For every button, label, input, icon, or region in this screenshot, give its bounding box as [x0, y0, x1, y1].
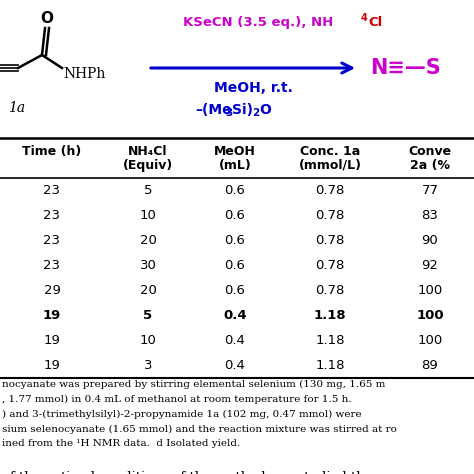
- Text: 83: 83: [421, 209, 438, 222]
- Text: , 1.77 mmol) in 0.4 mL of methanol at room temperature for 1.5 h.: , 1.77 mmol) in 0.4 mL of methanol at ro…: [2, 394, 352, 403]
- Text: NHPh: NHPh: [63, 67, 105, 81]
- Text: 0.4: 0.4: [223, 309, 247, 322]
- Text: 0.6: 0.6: [225, 284, 246, 297]
- Text: 4: 4: [361, 13, 368, 23]
- Text: Conve: Conve: [409, 145, 452, 157]
- Text: 20: 20: [139, 284, 156, 297]
- Text: 3: 3: [144, 359, 152, 372]
- Text: 89: 89: [422, 359, 438, 372]
- Text: 1.18: 1.18: [314, 309, 346, 322]
- Text: 100: 100: [416, 309, 444, 322]
- Text: 30: 30: [139, 259, 156, 272]
- Text: 0.78: 0.78: [315, 284, 345, 297]
- Text: NH₄Cl: NH₄Cl: [128, 145, 168, 157]
- Text: Conc. 1a: Conc. 1a: [300, 145, 360, 157]
- Text: Cl: Cl: [368, 16, 382, 28]
- Text: 19: 19: [44, 359, 61, 372]
- Text: N≡—S: N≡—S: [370, 58, 441, 78]
- Text: 0.78: 0.78: [315, 234, 345, 247]
- Text: O: O: [40, 10, 54, 26]
- Text: 23: 23: [44, 234, 61, 247]
- Text: Time (h): Time (h): [22, 145, 82, 157]
- Text: ) and 3-(trimethylsilyl)-2-propynamide 1a (102 mg, 0.47 mmol) were: ) and 3-(trimethylsilyl)-2-propynamide 1…: [2, 410, 362, 419]
- Text: 23: 23: [44, 184, 61, 197]
- Text: 29: 29: [44, 284, 61, 297]
- Text: 20: 20: [139, 234, 156, 247]
- Text: KSeCN (3.5 eq.), NH: KSeCN (3.5 eq.), NH: [183, 16, 333, 28]
- Text: 0.78: 0.78: [315, 259, 345, 272]
- Text: 2: 2: [252, 108, 259, 118]
- Text: 1.18: 1.18: [315, 334, 345, 347]
- Text: 100: 100: [418, 284, 443, 297]
- Text: sium selenocyanate (1.65 mmol) and the reaction mixture was stirred at ro: sium selenocyanate (1.65 mmol) and the r…: [2, 424, 397, 434]
- Text: 0.78: 0.78: [315, 209, 345, 222]
- Text: Si): Si): [232, 103, 253, 117]
- Text: 1a: 1a: [8, 101, 25, 115]
- Text: 100: 100: [418, 334, 443, 347]
- Text: 0.4: 0.4: [225, 359, 246, 372]
- Text: nocyanate was prepared by stirring elemental selenium (130 mg, 1.65 m: nocyanate was prepared by stirring eleme…: [2, 380, 385, 389]
- Text: of the optimal conditions of the method, we studied the e: of the optimal conditions of the method,…: [2, 471, 384, 474]
- Text: MeOH, r.t.: MeOH, r.t.: [214, 81, 292, 95]
- Text: 23: 23: [44, 209, 61, 222]
- Text: 5: 5: [144, 184, 152, 197]
- Text: 77: 77: [421, 184, 438, 197]
- Text: 10: 10: [139, 209, 156, 222]
- Text: 0.6: 0.6: [225, 209, 246, 222]
- Text: 19: 19: [43, 309, 61, 322]
- Text: 90: 90: [422, 234, 438, 247]
- Text: (Equiv): (Equiv): [123, 158, 173, 172]
- Text: 19: 19: [44, 334, 61, 347]
- Text: (mmol/L): (mmol/L): [299, 158, 362, 172]
- Text: –(Me: –(Me: [195, 103, 232, 117]
- Text: 5: 5: [144, 309, 153, 322]
- Text: ined from the ¹H NMR data.  d Isolated yield.: ined from the ¹H NMR data. d Isolated yi…: [2, 439, 240, 448]
- Text: O: O: [259, 103, 271, 117]
- Text: 10: 10: [139, 334, 156, 347]
- Text: 0.6: 0.6: [225, 184, 246, 197]
- Text: (mL): (mL): [219, 158, 251, 172]
- Text: 0.78: 0.78: [315, 184, 345, 197]
- Text: 2a (%: 2a (%: [410, 158, 450, 172]
- Text: 3: 3: [225, 108, 232, 118]
- Text: 92: 92: [421, 259, 438, 272]
- Text: 0.6: 0.6: [225, 234, 246, 247]
- Text: 1.18: 1.18: [315, 359, 345, 372]
- Text: MeOH: MeOH: [214, 145, 256, 157]
- Text: 0.4: 0.4: [225, 334, 246, 347]
- Text: 0.6: 0.6: [225, 259, 246, 272]
- Text: 23: 23: [44, 259, 61, 272]
